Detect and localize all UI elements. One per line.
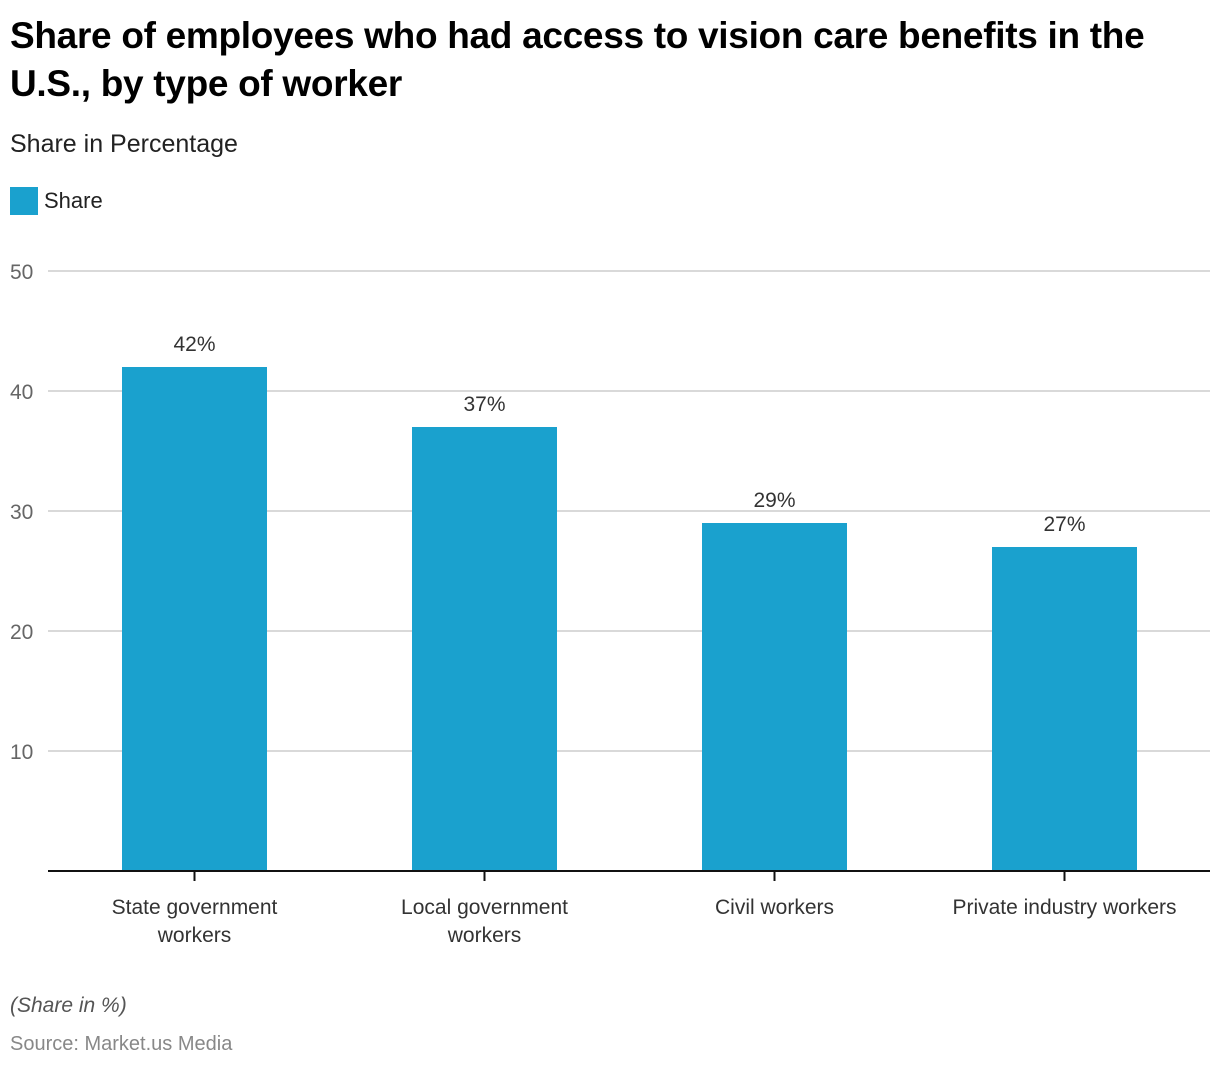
x-tick-label: Private industry workers — [952, 896, 1176, 919]
legend: Share — [10, 187, 103, 215]
legend-label-share: Share — [44, 188, 103, 213]
x-axis: State government workers Local government w… — [48, 870, 1210, 947]
bars — [122, 367, 1137, 871]
bar — [992, 547, 1137, 871]
chart-title: Share of employees who had access to vis… — [10, 15, 1145, 104]
data-labels: 42% 37% 29% 27% — [173, 333, 1085, 536]
y-tick-label: 40 — [10, 381, 33, 404]
data-label: 27% — [1043, 513, 1085, 536]
x-tick-label-line: workers — [157, 924, 232, 947]
legend-swatch-share — [10, 187, 38, 215]
x-tick-label-line: Local government — [401, 896, 568, 919]
x-tick-label: Local government workers — [401, 896, 568, 947]
x-tick-label-line: workers — [447, 924, 522, 947]
source-note: Source: Market.us Media — [10, 1033, 233, 1055]
footnote: (Share in %) — [10, 994, 127, 1017]
data-label: 29% — [753, 489, 795, 512]
x-tick-label-line: State government — [112, 896, 278, 919]
x-tick-label-line: Private industry workers — [952, 896, 1176, 919]
bar — [122, 367, 267, 871]
y-tick-label: 50 — [10, 261, 33, 284]
y-tick-label: 30 — [10, 501, 33, 524]
data-label: 42% — [173, 333, 215, 356]
chart-subtitle: Share in Percentage — [10, 130, 238, 158]
y-tick-label: 20 — [10, 621, 33, 644]
y-tick-label: 10 — [10, 741, 33, 764]
x-tick-label: State government workers — [112, 896, 278, 947]
data-label: 37% — [463, 393, 505, 416]
x-tick-label: Civil workers — [715, 896, 834, 919]
bar — [702, 523, 847, 871]
bar — [412, 427, 557, 871]
x-tick-label-line: Civil workers — [715, 896, 834, 919]
y-axis-ticks: 10 20 30 40 50 — [10, 261, 33, 764]
